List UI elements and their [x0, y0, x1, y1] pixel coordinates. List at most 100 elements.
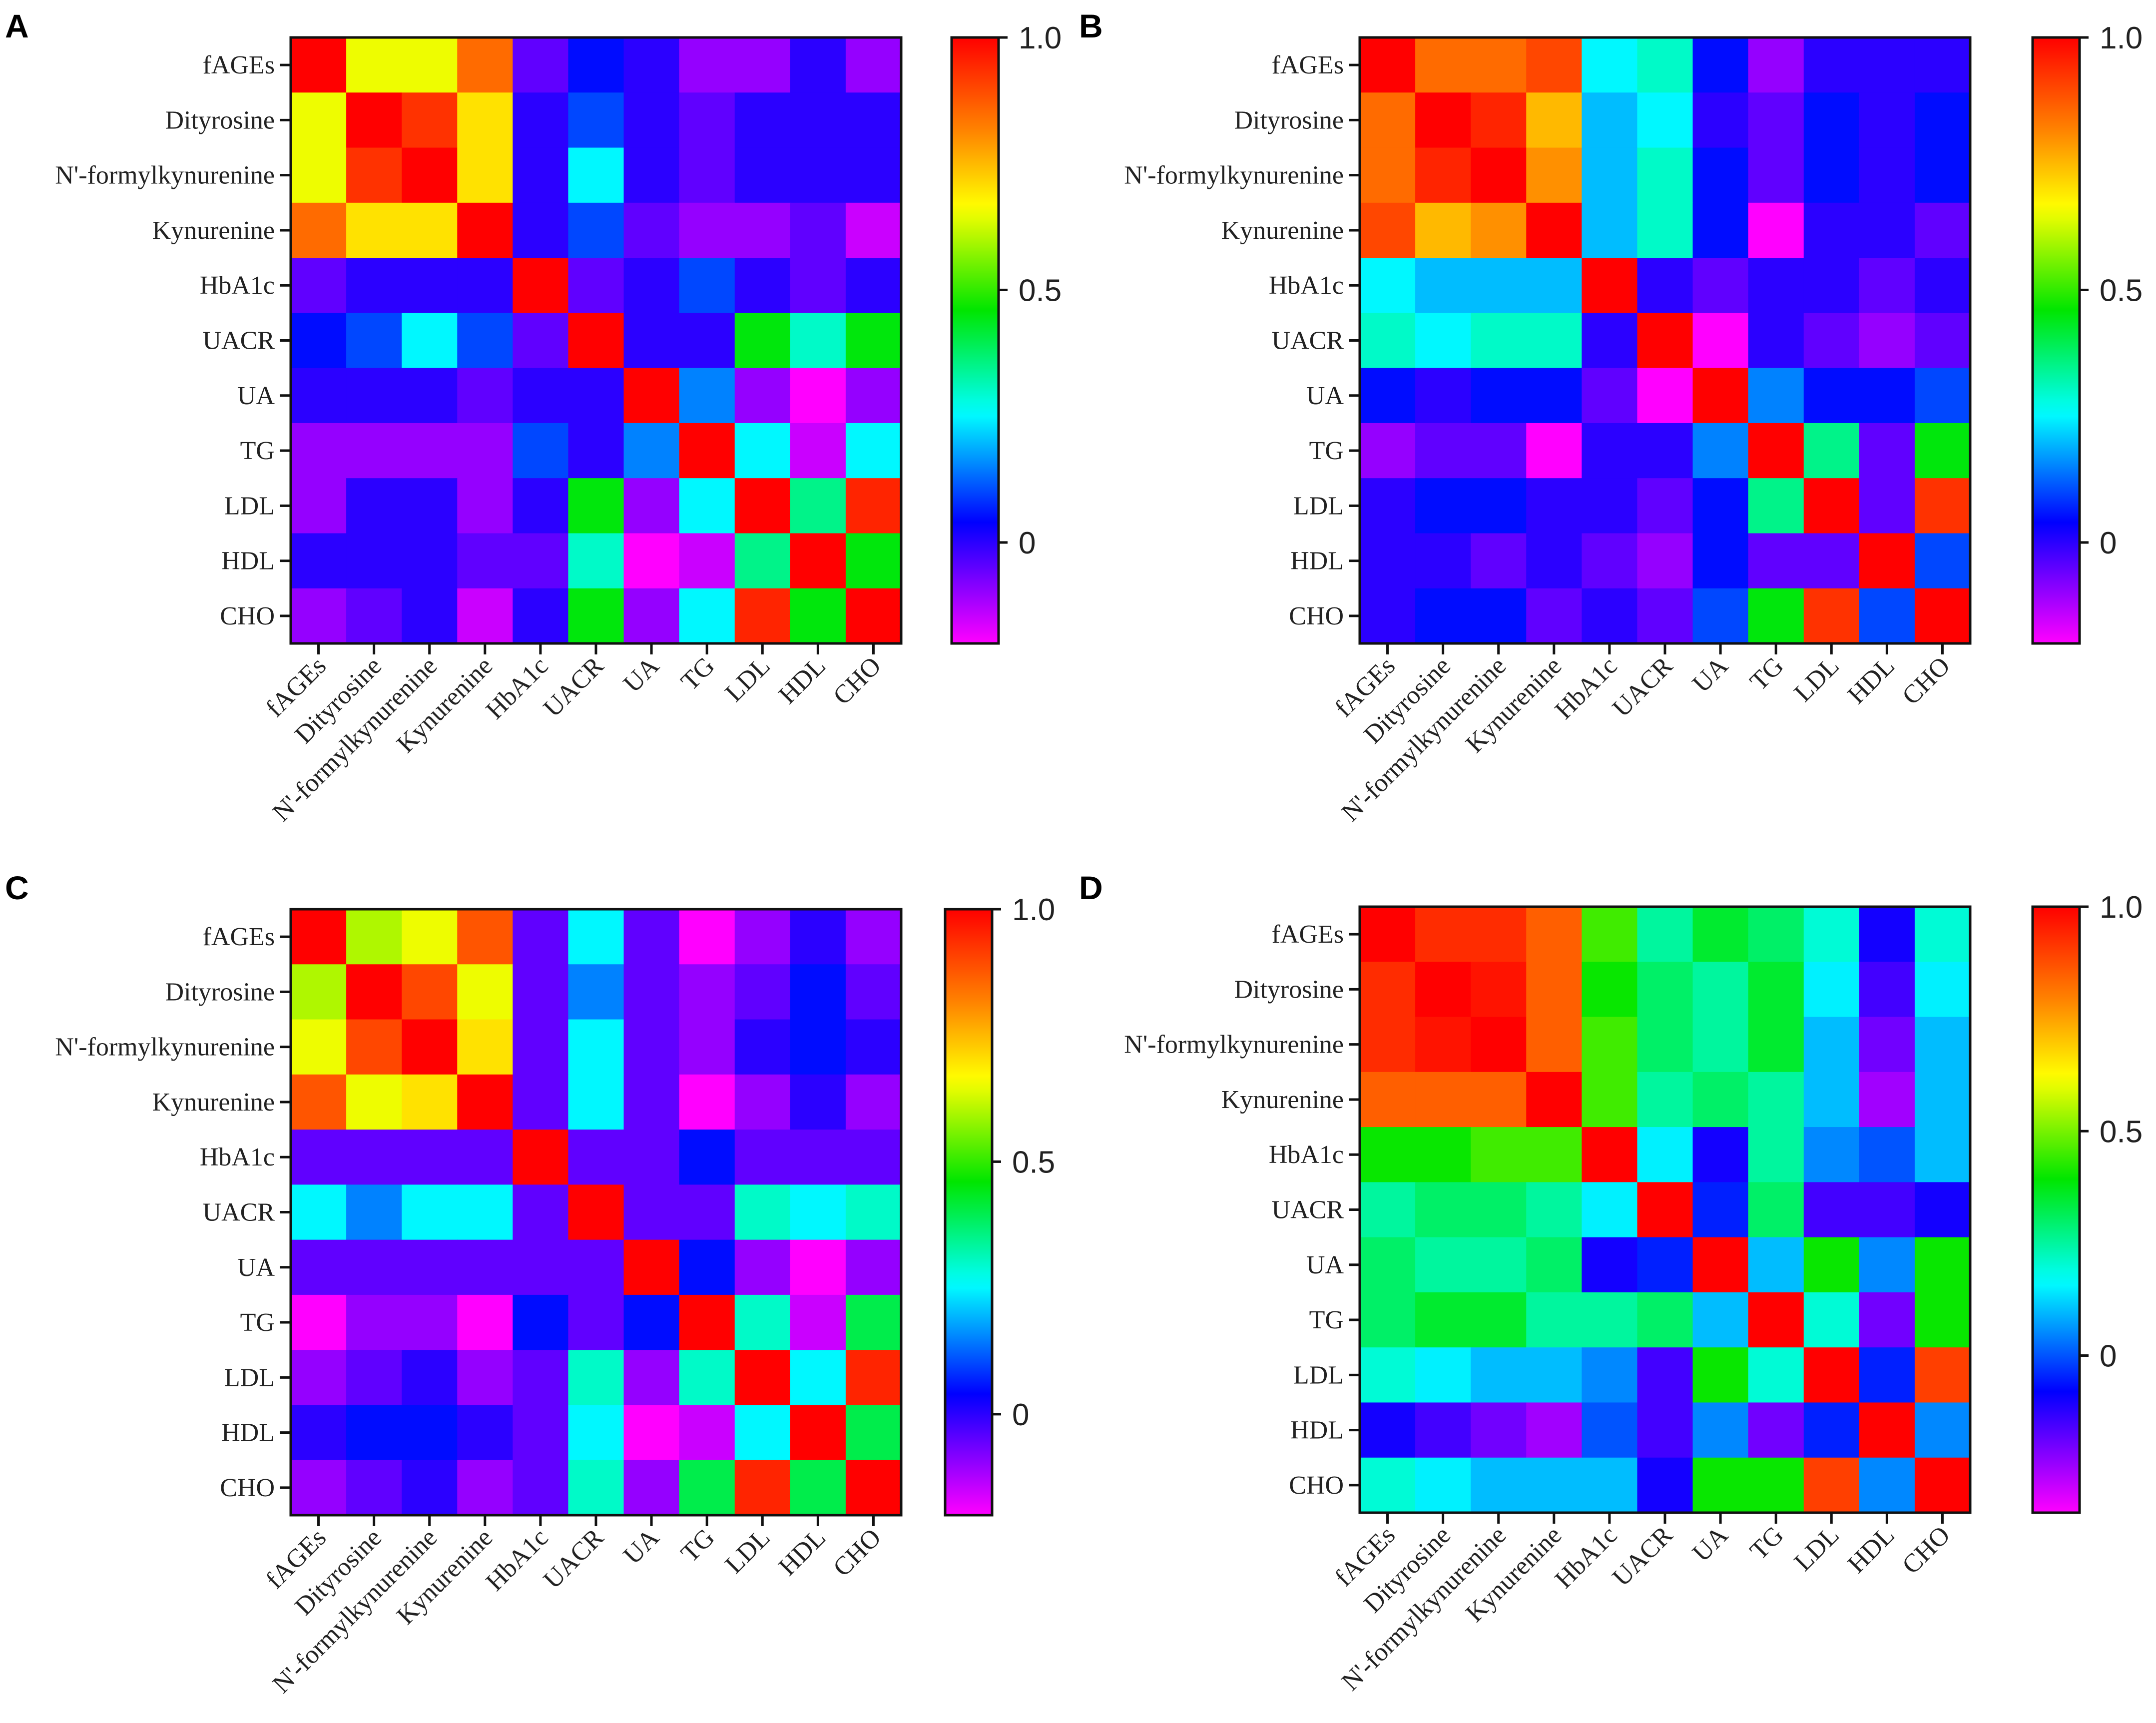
heatmap-cell — [790, 964, 846, 1020]
heatmap-cell — [402, 1350, 458, 1406]
heatmap-cell — [790, 368, 846, 424]
heatmap-cell — [1582, 907, 1638, 962]
colorbar — [2031, 36, 2081, 645]
heatmap-cell — [1692, 1127, 1749, 1182]
heatmap-cell — [1360, 1237, 1416, 1293]
y-tick-label: N'-formylkynurenine — [1124, 161, 1344, 190]
heatmap-cell — [513, 588, 569, 644]
heatmap-cell — [1637, 1347, 1693, 1403]
heatmap-cell — [346, 1350, 402, 1406]
heatmap-cell — [1637, 1457, 1693, 1513]
heatmap-cell — [679, 258, 735, 313]
heatmap-cell — [1637, 533, 1693, 589]
heatmap-cell — [1914, 423, 1971, 479]
heatmap-cell — [457, 478, 513, 534]
colorbar-tick-label: 0.5 — [2100, 1115, 2143, 1149]
heatmap-cell — [1526, 313, 1582, 369]
heatmap-cell — [845, 1184, 902, 1240]
heatmap-cell — [1415, 1127, 1471, 1182]
heatmap-cell — [1471, 313, 1527, 369]
y-tick-label: TG — [240, 1308, 275, 1337]
heatmap-cell — [1360, 92, 1416, 148]
heatmap-cell — [568, 92, 624, 148]
heatmap-cell — [1582, 962, 1638, 1018]
heatmap-cell — [679, 37, 735, 93]
heatmap-cell — [734, 147, 791, 203]
heatmap-cell — [679, 313, 735, 369]
heatmap-cell — [1360, 1017, 1416, 1073]
heatmap-cell — [291, 1239, 347, 1295]
heatmap-cell — [679, 1350, 735, 1406]
heatmap-cell — [845, 1350, 902, 1406]
y-tick-label: UACR — [203, 1198, 275, 1227]
x-tick-label: UACR — [538, 1523, 609, 1595]
heatmap-cell — [457, 1460, 513, 1516]
heatmap-cell — [402, 909, 458, 965]
heatmap-cell — [457, 1405, 513, 1461]
heatmap-cell — [679, 964, 735, 1020]
heatmap-cell — [568, 1130, 624, 1185]
heatmap-cell — [790, 423, 846, 479]
heatmap-cell — [1637, 907, 1693, 962]
heatmap-cell — [346, 1405, 402, 1461]
heatmap-cell — [1914, 1017, 1971, 1073]
heatmap-cell — [1692, 147, 1749, 203]
heatmap-cell — [790, 37, 846, 93]
heatmap-cell — [790, 1184, 846, 1240]
heatmap-cell — [734, 588, 791, 644]
heatmap-cell — [1803, 1402, 1860, 1458]
heatmap-cell — [1415, 92, 1471, 148]
heatmap-cell — [1748, 258, 1804, 313]
heatmap-cell — [1914, 147, 1971, 203]
y-tick-label: LDL — [1293, 1361, 1344, 1389]
heatmap-cell — [1471, 1292, 1527, 1348]
heatmap-cell — [402, 147, 458, 203]
heatmap-cell — [679, 909, 735, 965]
y-tick-label: fAGEs — [1272, 51, 1344, 79]
heatmap-cell — [1415, 478, 1471, 534]
heatmap-cell — [1803, 1457, 1860, 1513]
heatmap-cell — [1582, 1457, 1638, 1513]
heatmap-cell — [1471, 1237, 1527, 1293]
heatmap-cell — [1859, 92, 1915, 148]
x-tick-label: UA — [1687, 651, 1734, 698]
heatmap-cell — [1859, 202, 1915, 258]
heatmap-cell — [1471, 92, 1527, 148]
colorbar-tick-label: 0.5 — [2100, 273, 2143, 308]
heatmap-cell — [457, 423, 513, 479]
y-tick-label: LDL — [1293, 492, 1344, 520]
heatmap-cell — [513, 1184, 569, 1240]
heatmap-cell — [1360, 1072, 1416, 1128]
x-tick-label: CHO — [828, 651, 887, 710]
heatmap-cell — [1803, 313, 1860, 369]
heatmap-cell — [1526, 533, 1582, 589]
y-tick-label: TG — [1309, 1306, 1344, 1334]
heatmap-cell — [1692, 1237, 1749, 1293]
heatmap-cell — [790, 147, 846, 203]
heatmap-cell — [1859, 1347, 1915, 1403]
heatmap-cell — [1526, 368, 1582, 424]
heatmap-cell — [457, 964, 513, 1020]
heatmap-cell — [1748, 1347, 1804, 1403]
heatmap-cell — [346, 92, 402, 148]
heatmap-cell — [1360, 588, 1416, 644]
heatmap-cell — [346, 1074, 402, 1130]
heatmap-cell — [1748, 92, 1804, 148]
x-tick-label: LDL — [1789, 651, 1845, 707]
heatmap-cell — [513, 1350, 569, 1406]
heatmap-cell — [1526, 258, 1582, 313]
heatmap-cell — [1637, 1182, 1693, 1238]
heatmap-cell — [291, 147, 347, 203]
heatmap-cell — [1803, 92, 1860, 148]
heatmap-cell — [1582, 1347, 1638, 1403]
heatmap-cell — [513, 533, 569, 589]
heatmap-cell — [346, 1019, 402, 1075]
heatmap-cell — [1526, 37, 1582, 93]
heatmap-cell — [679, 92, 735, 148]
heatmap-cell — [679, 588, 735, 644]
heatmap-cell — [1692, 423, 1749, 479]
heatmap-cell — [457, 1184, 513, 1240]
y-tick-label: CHO — [1289, 602, 1344, 630]
heatmap-cell — [734, 909, 791, 965]
heatmap-cell — [1526, 1237, 1582, 1293]
